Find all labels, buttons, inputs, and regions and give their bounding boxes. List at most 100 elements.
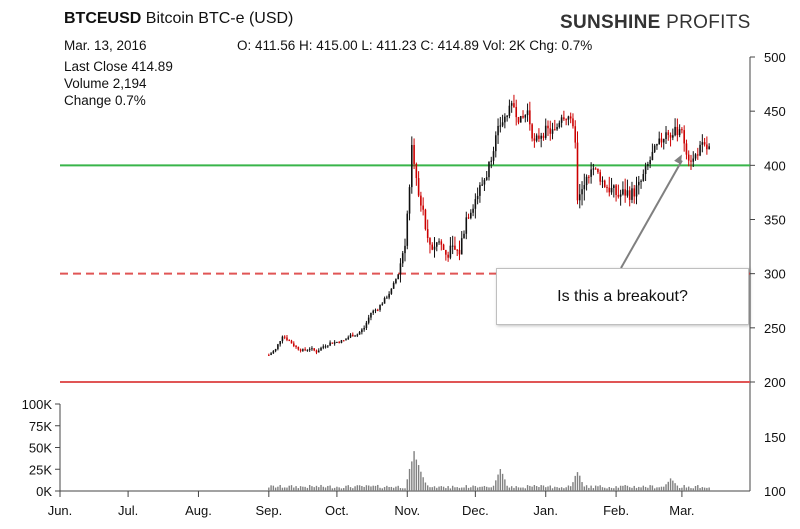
candle-body — [449, 245, 452, 258]
candle-body — [424, 209, 427, 230]
volume-bar — [417, 465, 420, 491]
candle-body — [513, 103, 515, 108]
candle-body — [295, 345, 297, 348]
volume-bar — [361, 486, 363, 491]
volume-bar — [388, 487, 390, 491]
volume-bar — [510, 486, 513, 491]
candle-body — [329, 342, 331, 346]
stats-panel: Last Close 414.89 Volume 2,194 Change 0.… — [64, 58, 173, 109]
volume-bar — [374, 485, 377, 491]
volume-bar — [592, 488, 595, 491]
volume-bar — [706, 487, 708, 491]
volume-bar — [370, 486, 372, 491]
volume-bar — [524, 488, 526, 491]
volume-bar — [415, 459, 418, 491]
volume-bar — [572, 482, 574, 491]
candle-body — [311, 348, 313, 350]
volume-bar — [429, 487, 431, 491]
volume-bar — [560, 487, 563, 491]
candle-body — [283, 336, 286, 338]
candle-body — [460, 238, 463, 255]
volume-bar — [476, 487, 479, 491]
volume-bar — [629, 487, 631, 491]
volume-bar — [508, 487, 511, 491]
volume-bar — [622, 485, 624, 491]
candle-body — [499, 125, 502, 127]
candle-body — [687, 154, 690, 161]
candle-body — [340, 340, 343, 343]
volume-bar — [579, 475, 581, 491]
candle-body — [565, 119, 567, 121]
candle-body — [467, 217, 470, 219]
volume-bar — [674, 483, 676, 491]
candle-body — [560, 117, 563, 123]
volume-bar — [288, 485, 290, 491]
volume-bar — [517, 487, 520, 491]
candle-body — [485, 177, 488, 180]
volume-bar — [647, 487, 649, 491]
volume-bar — [703, 487, 706, 491]
volume-bar — [406, 479, 408, 491]
candle-body — [703, 142, 706, 145]
candle-body — [685, 143, 688, 155]
candle-body — [624, 189, 626, 196]
volume-bar — [567, 485, 570, 491]
volume-bar — [681, 487, 683, 491]
candle-body — [576, 142, 579, 201]
ohlc-readout: O: 411.56 H: 415.00 L: 411.23 C: 414.89 … — [237, 38, 593, 53]
volume-bar — [333, 487, 336, 491]
candle-body — [669, 135, 672, 138]
candle-body — [617, 195, 620, 197]
volume-bar — [451, 485, 454, 491]
last-close: Last Close 414.89 — [64, 59, 173, 74]
volume-bar — [438, 486, 440, 491]
volume-bar — [658, 487, 660, 491]
candle-body — [274, 349, 277, 352]
volume-bar — [529, 485, 531, 491]
volume-bar — [445, 488, 447, 491]
volume-bar — [293, 487, 295, 491]
volume-bar — [402, 488, 404, 491]
candle-body — [594, 168, 597, 170]
candle-body — [526, 110, 529, 116]
candle-body — [572, 118, 574, 127]
candle-body — [270, 353, 272, 355]
brand-logo: SUNSHINE PROFITS — [560, 12, 751, 34]
volume-bar — [302, 486, 304, 491]
volume-bar — [638, 486, 640, 491]
candle-body — [642, 174, 645, 181]
chart-symbol: BTCEUSD Bitcoin BTC-e (USD) — [64, 10, 293, 28]
candle-body — [306, 349, 309, 351]
volume-bar — [547, 486, 549, 491]
month-tick-label: Nov. — [394, 503, 420, 518]
volume-bar — [408, 468, 411, 491]
candle-body — [619, 194, 622, 197]
volume-bar — [624, 485, 626, 491]
volume-bar — [304, 486, 306, 491]
candle-body — [315, 350, 318, 353]
volume-bar — [329, 485, 331, 491]
candle-body — [451, 245, 454, 247]
arrow-shaft — [620, 160, 683, 269]
candle-body — [365, 322, 368, 328]
candle-body — [608, 187, 611, 193]
candle-body — [635, 185, 638, 197]
candle-body — [504, 116, 506, 123]
candle-body — [622, 189, 624, 195]
chart-axes: 200 250 300 350 400 450 500 100 150 0K 25K 50K 75K 10… — [22, 50, 786, 518]
volume-bar — [653, 488, 656, 491]
volume-right-tick-label: 100 — [764, 484, 786, 499]
candle-body — [567, 116, 570, 120]
volume-bar — [411, 461, 413, 491]
candle-body — [590, 169, 592, 177]
candle-body — [662, 138, 665, 143]
volume-bar — [667, 481, 669, 491]
volume-bar — [299, 486, 302, 491]
candle-body — [331, 342, 334, 344]
volume-bar — [583, 486, 586, 491]
candle-body — [297, 347, 300, 350]
volume-bar — [676, 485, 679, 491]
volume-bar — [286, 487, 288, 491]
candle-body — [581, 189, 583, 195]
